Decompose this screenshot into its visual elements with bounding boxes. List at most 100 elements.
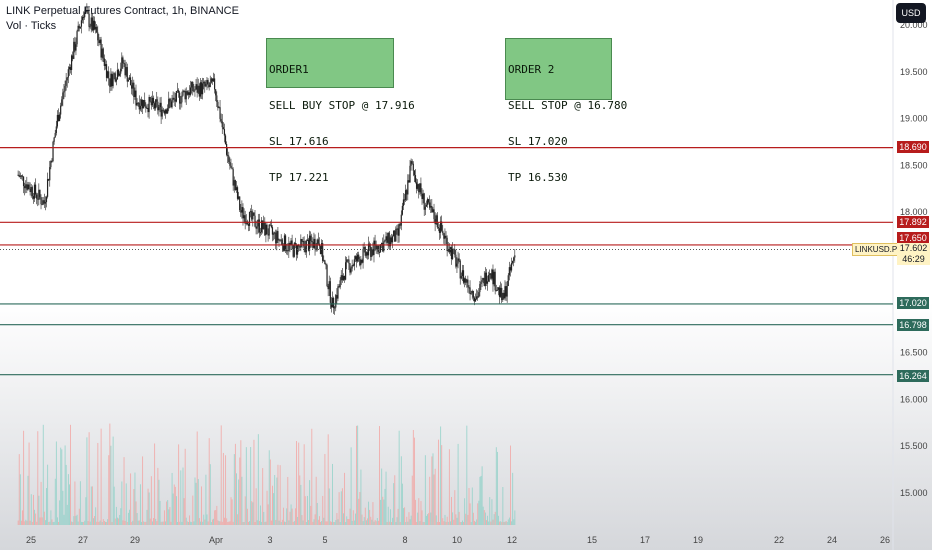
volume-bar bbox=[316, 502, 318, 525]
volume-bar bbox=[75, 515, 77, 525]
candle-body bbox=[268, 224, 270, 236]
candle-body bbox=[88, 13, 90, 27]
candle-body bbox=[194, 89, 196, 91]
volume-bar bbox=[302, 520, 304, 525]
candle-body bbox=[383, 241, 385, 252]
volume-bar bbox=[232, 521, 234, 525]
candle-body bbox=[391, 236, 394, 243]
currency-button[interactable]: USD bbox=[896, 3, 926, 23]
candle-body bbox=[103, 58, 105, 66]
order-2-note[interactable]: ORDER 2 SELL STOP @ 16.780 SL 17.020 TP … bbox=[505, 38, 627, 184]
candle-body bbox=[192, 81, 194, 92]
volume-bar bbox=[288, 520, 290, 525]
candle-body bbox=[148, 96, 150, 113]
candle-body bbox=[442, 230, 444, 234]
volume-bar bbox=[404, 507, 406, 525]
candle-body bbox=[424, 206, 426, 210]
candle-body bbox=[400, 214, 402, 226]
volume-bar bbox=[487, 515, 489, 525]
volume-bar bbox=[115, 506, 117, 525]
candle-body bbox=[371, 249, 373, 257]
volume-bar bbox=[504, 521, 506, 525]
candle-body bbox=[361, 259, 363, 263]
volume-bar bbox=[144, 521, 146, 525]
volume-bar bbox=[37, 431, 39, 525]
volume-bar bbox=[410, 515, 412, 525]
candle-body bbox=[40, 197, 42, 205]
candle-body bbox=[374, 240, 376, 245]
candle-body bbox=[497, 287, 500, 290]
volume-bar bbox=[73, 516, 75, 525]
candle-body bbox=[51, 160, 53, 162]
volume-bar bbox=[229, 521, 231, 525]
volume-bar bbox=[261, 521, 263, 525]
candle-body bbox=[165, 109, 168, 114]
volume-bar bbox=[262, 468, 264, 525]
volume-bar bbox=[351, 520, 353, 525]
candle-body bbox=[56, 114, 58, 127]
candle-body bbox=[439, 221, 442, 233]
volume-bar bbox=[340, 491, 342, 525]
volume-bar bbox=[67, 474, 69, 525]
volume-bar bbox=[54, 478, 56, 525]
volume-bar bbox=[222, 452, 224, 525]
candle-body bbox=[161, 109, 163, 117]
candle-body bbox=[408, 180, 410, 183]
volume-bar bbox=[514, 510, 516, 525]
volume-bar bbox=[428, 513, 430, 525]
volume-bar bbox=[249, 521, 251, 525]
candle-body bbox=[353, 259, 355, 266]
y-tick-label: 19.500 bbox=[900, 67, 928, 77]
volume-bar bbox=[50, 510, 52, 525]
volume-bar bbox=[24, 521, 26, 525]
volume-bar bbox=[228, 521, 230, 525]
candle-body bbox=[397, 228, 399, 236]
volume-bar bbox=[239, 457, 241, 525]
candle-body bbox=[26, 184, 28, 190]
volume-bar bbox=[63, 514, 65, 525]
level-tag-17020: 17.020 bbox=[897, 297, 929, 309]
candle-body bbox=[411, 161, 413, 164]
volume-bar bbox=[369, 509, 371, 525]
candle-body bbox=[188, 92, 191, 95]
candle-body bbox=[143, 100, 145, 109]
volume-bar bbox=[162, 521, 164, 525]
candle-body bbox=[38, 189, 40, 200]
volume-bar bbox=[153, 518, 154, 525]
candle-body bbox=[137, 102, 139, 104]
volume-bar bbox=[264, 521, 266, 525]
candle-body bbox=[93, 20, 96, 30]
candle-body bbox=[182, 90, 184, 96]
candle-body bbox=[19, 175, 21, 177]
volume-bar bbox=[64, 445, 66, 525]
candle-body bbox=[501, 287, 503, 301]
candle-body bbox=[183, 90, 185, 92]
volume-bar bbox=[299, 475, 301, 525]
level-tag-18690: 18.690 bbox=[897, 141, 929, 153]
volume-bar bbox=[219, 521, 221, 525]
volume-bar bbox=[40, 481, 42, 525]
volume-bar bbox=[326, 521, 328, 525]
candle-body bbox=[332, 297, 335, 309]
candle-body bbox=[432, 209, 434, 213]
volume-bar bbox=[150, 476, 152, 525]
candle-body bbox=[200, 82, 203, 95]
volume-bar bbox=[424, 455, 426, 525]
candle-body bbox=[489, 273, 491, 276]
candle-body bbox=[467, 279, 469, 288]
candle-body bbox=[145, 106, 147, 108]
candle-body bbox=[201, 83, 204, 95]
volume-bar bbox=[331, 521, 332, 525]
volume-bar bbox=[202, 521, 204, 525]
candle-body bbox=[384, 240, 386, 242]
order-1-note[interactable]: ORDER1 SELL BUY STOP @ 17.916 SL 17.616 … bbox=[266, 38, 415, 184]
candle-body bbox=[359, 259, 361, 266]
volume-bar bbox=[350, 447, 352, 525]
x-tick-label: 5 bbox=[322, 535, 327, 545]
volume-bar bbox=[361, 514, 363, 525]
candle-body bbox=[233, 180, 235, 186]
candle-body bbox=[112, 74, 114, 87]
candle-body bbox=[454, 249, 456, 255]
candle-body bbox=[495, 290, 497, 292]
